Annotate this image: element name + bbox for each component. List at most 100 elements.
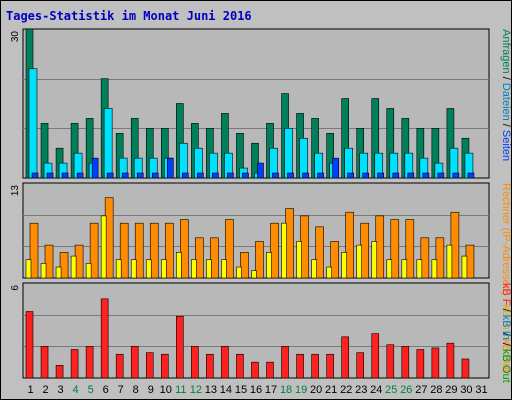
bar-volume-kb-in bbox=[431, 259, 438, 279]
bar-volume-kb-out bbox=[134, 222, 144, 279]
x-tick-label: 14 bbox=[220, 384, 232, 396]
bar-hosts-kb-f bbox=[221, 346, 229, 379]
bar-requests-seiten bbox=[91, 157, 99, 179]
legend-part: kB In bbox=[500, 305, 511, 330]
bar-requests-seiten bbox=[407, 172, 415, 179]
x-tick-label: 10 bbox=[160, 384, 172, 396]
y-max-label-volume: 13 bbox=[10, 185, 21, 197]
legend-prefix: Rechner (IP-Adressen) / bbox=[500, 183, 511, 305]
bar-volume-kb-out bbox=[149, 222, 159, 279]
bar-volume-kb-in bbox=[356, 244, 363, 279]
bar-requests-seiten bbox=[166, 157, 174, 179]
bar-volume-kb-in bbox=[55, 266, 62, 279]
bar-hosts-kb-f bbox=[130, 346, 139, 379]
bar-volume-kb-out bbox=[405, 219, 415, 279]
x-tick-label: 2 bbox=[42, 384, 48, 396]
legend-part: Dateien bbox=[500, 83, 511, 121]
bar-hosts-kb-f bbox=[296, 353, 304, 379]
bar-hosts-kb-f bbox=[160, 353, 169, 379]
x-tick-label: 19 bbox=[295, 384, 307, 396]
bar-requests-seiten bbox=[347, 172, 354, 179]
x-tick-label: 30 bbox=[460, 384, 472, 396]
x-tick-label: 31 bbox=[475, 384, 487, 396]
bar-volume-kb-out bbox=[255, 241, 264, 279]
bar-requests-seiten bbox=[182, 172, 189, 179]
bar-requests-seiten bbox=[212, 172, 219, 179]
bar-requests-seiten bbox=[31, 172, 39, 179]
bar-hosts-kb-f bbox=[85, 346, 94, 379]
bar-volume-kb-out bbox=[435, 237, 445, 279]
bar-volume-kb-out bbox=[345, 211, 354, 279]
bar-volume-kb-out bbox=[330, 241, 339, 279]
bar-volume-kb-in bbox=[176, 252, 182, 279]
chart-title: Tages-Statistik im Monat Juni 2016 bbox=[6, 9, 252, 23]
bar-requests-seiten bbox=[121, 172, 129, 179]
bar-hosts-kb-f bbox=[236, 353, 244, 379]
bar-volume-kb-in bbox=[115, 259, 122, 279]
bar-requests-dateien bbox=[284, 128, 293, 179]
x-tick-label: 13 bbox=[205, 384, 217, 396]
bar-requests-seiten bbox=[467, 172, 475, 179]
x-tick-label: 11 bbox=[175, 384, 186, 396]
bar-requests-seiten bbox=[437, 172, 445, 179]
x-tick-label: 21 bbox=[325, 384, 337, 396]
bar-volume-kb-in bbox=[401, 259, 408, 279]
bar-hosts-kb-f bbox=[446, 342, 455, 379]
x-tick-label: 16 bbox=[250, 384, 262, 396]
bar-volume-kb-out bbox=[180, 219, 189, 279]
bar-requests-dateien bbox=[103, 108, 113, 179]
bar-volume-kb-in bbox=[251, 270, 257, 279]
bar-hosts-kb-f bbox=[115, 353, 124, 379]
bar-hosts-kb-f bbox=[311, 353, 319, 379]
bar-hosts-kb-f bbox=[326, 353, 334, 379]
bar-volume-kb-out bbox=[89, 222, 99, 279]
bar-volume-kb-out bbox=[59, 252, 69, 279]
bar-hosts-kb-f bbox=[281, 346, 289, 379]
y-max-label-hosts: 6 bbox=[10, 285, 21, 291]
bar-hosts-kb-f bbox=[266, 361, 274, 379]
bar-requests-seiten bbox=[136, 172, 144, 179]
bar-hosts-kb-f bbox=[416, 349, 425, 379]
bar-volume-kb-in bbox=[371, 241, 378, 279]
bar-requests-seiten bbox=[61, 172, 69, 179]
bar-volume-kb-in bbox=[461, 255, 468, 279]
bar-volume-kb-in bbox=[281, 222, 287, 279]
x-tick-label: 28 bbox=[430, 384, 442, 396]
legend-part: / bbox=[500, 330, 511, 339]
bar-requests-seiten bbox=[362, 172, 370, 179]
x-tick-label: 12 bbox=[190, 384, 202, 396]
bar-requests-seiten bbox=[287, 172, 294, 179]
legend-part: / bbox=[500, 121, 511, 130]
bar-requests-seiten bbox=[46, 172, 54, 179]
bar-hosts-kb-f bbox=[371, 333, 380, 379]
x-tick-label: 26 bbox=[400, 384, 412, 396]
bar-requests-seiten bbox=[151, 172, 159, 179]
x-tick-label: 15 bbox=[235, 384, 247, 396]
bar-volume-kb-in bbox=[311, 259, 317, 279]
bar-volume-kb-out bbox=[240, 252, 249, 279]
legend-part: / bbox=[500, 306, 511, 315]
bar-volume-kb-in bbox=[206, 259, 212, 279]
bar-requests-seiten bbox=[422, 172, 430, 179]
bar-hosts-kb-f bbox=[100, 298, 109, 379]
legend-requests: Anfragen / Dateien / Seiten bbox=[500, 29, 511, 161]
bar-requests-seiten bbox=[377, 172, 385, 179]
bar-volume-kb-in bbox=[416, 259, 423, 279]
bar-requests-seiten bbox=[272, 172, 279, 179]
legend-part: kB Out bbox=[500, 349, 511, 383]
bar-requests-seiten bbox=[332, 157, 339, 179]
bar-volume-kb-in bbox=[221, 259, 227, 279]
x-tick-label: 29 bbox=[445, 384, 457, 396]
bar-volume-kb-in bbox=[145, 259, 152, 279]
x-tick-label: 7 bbox=[118, 384, 124, 396]
bar-hosts-kb-f bbox=[386, 344, 395, 379]
x-tick-label: 9 bbox=[148, 384, 154, 396]
bar-requests-seiten bbox=[257, 162, 264, 179]
bar-volume-kb-out bbox=[390, 219, 400, 279]
bar-hosts-kb-f bbox=[251, 361, 259, 379]
x-tick-label: 22 bbox=[340, 384, 352, 396]
bar-volume-kb-out bbox=[420, 237, 430, 279]
bar-volume-kb-in bbox=[386, 259, 393, 279]
